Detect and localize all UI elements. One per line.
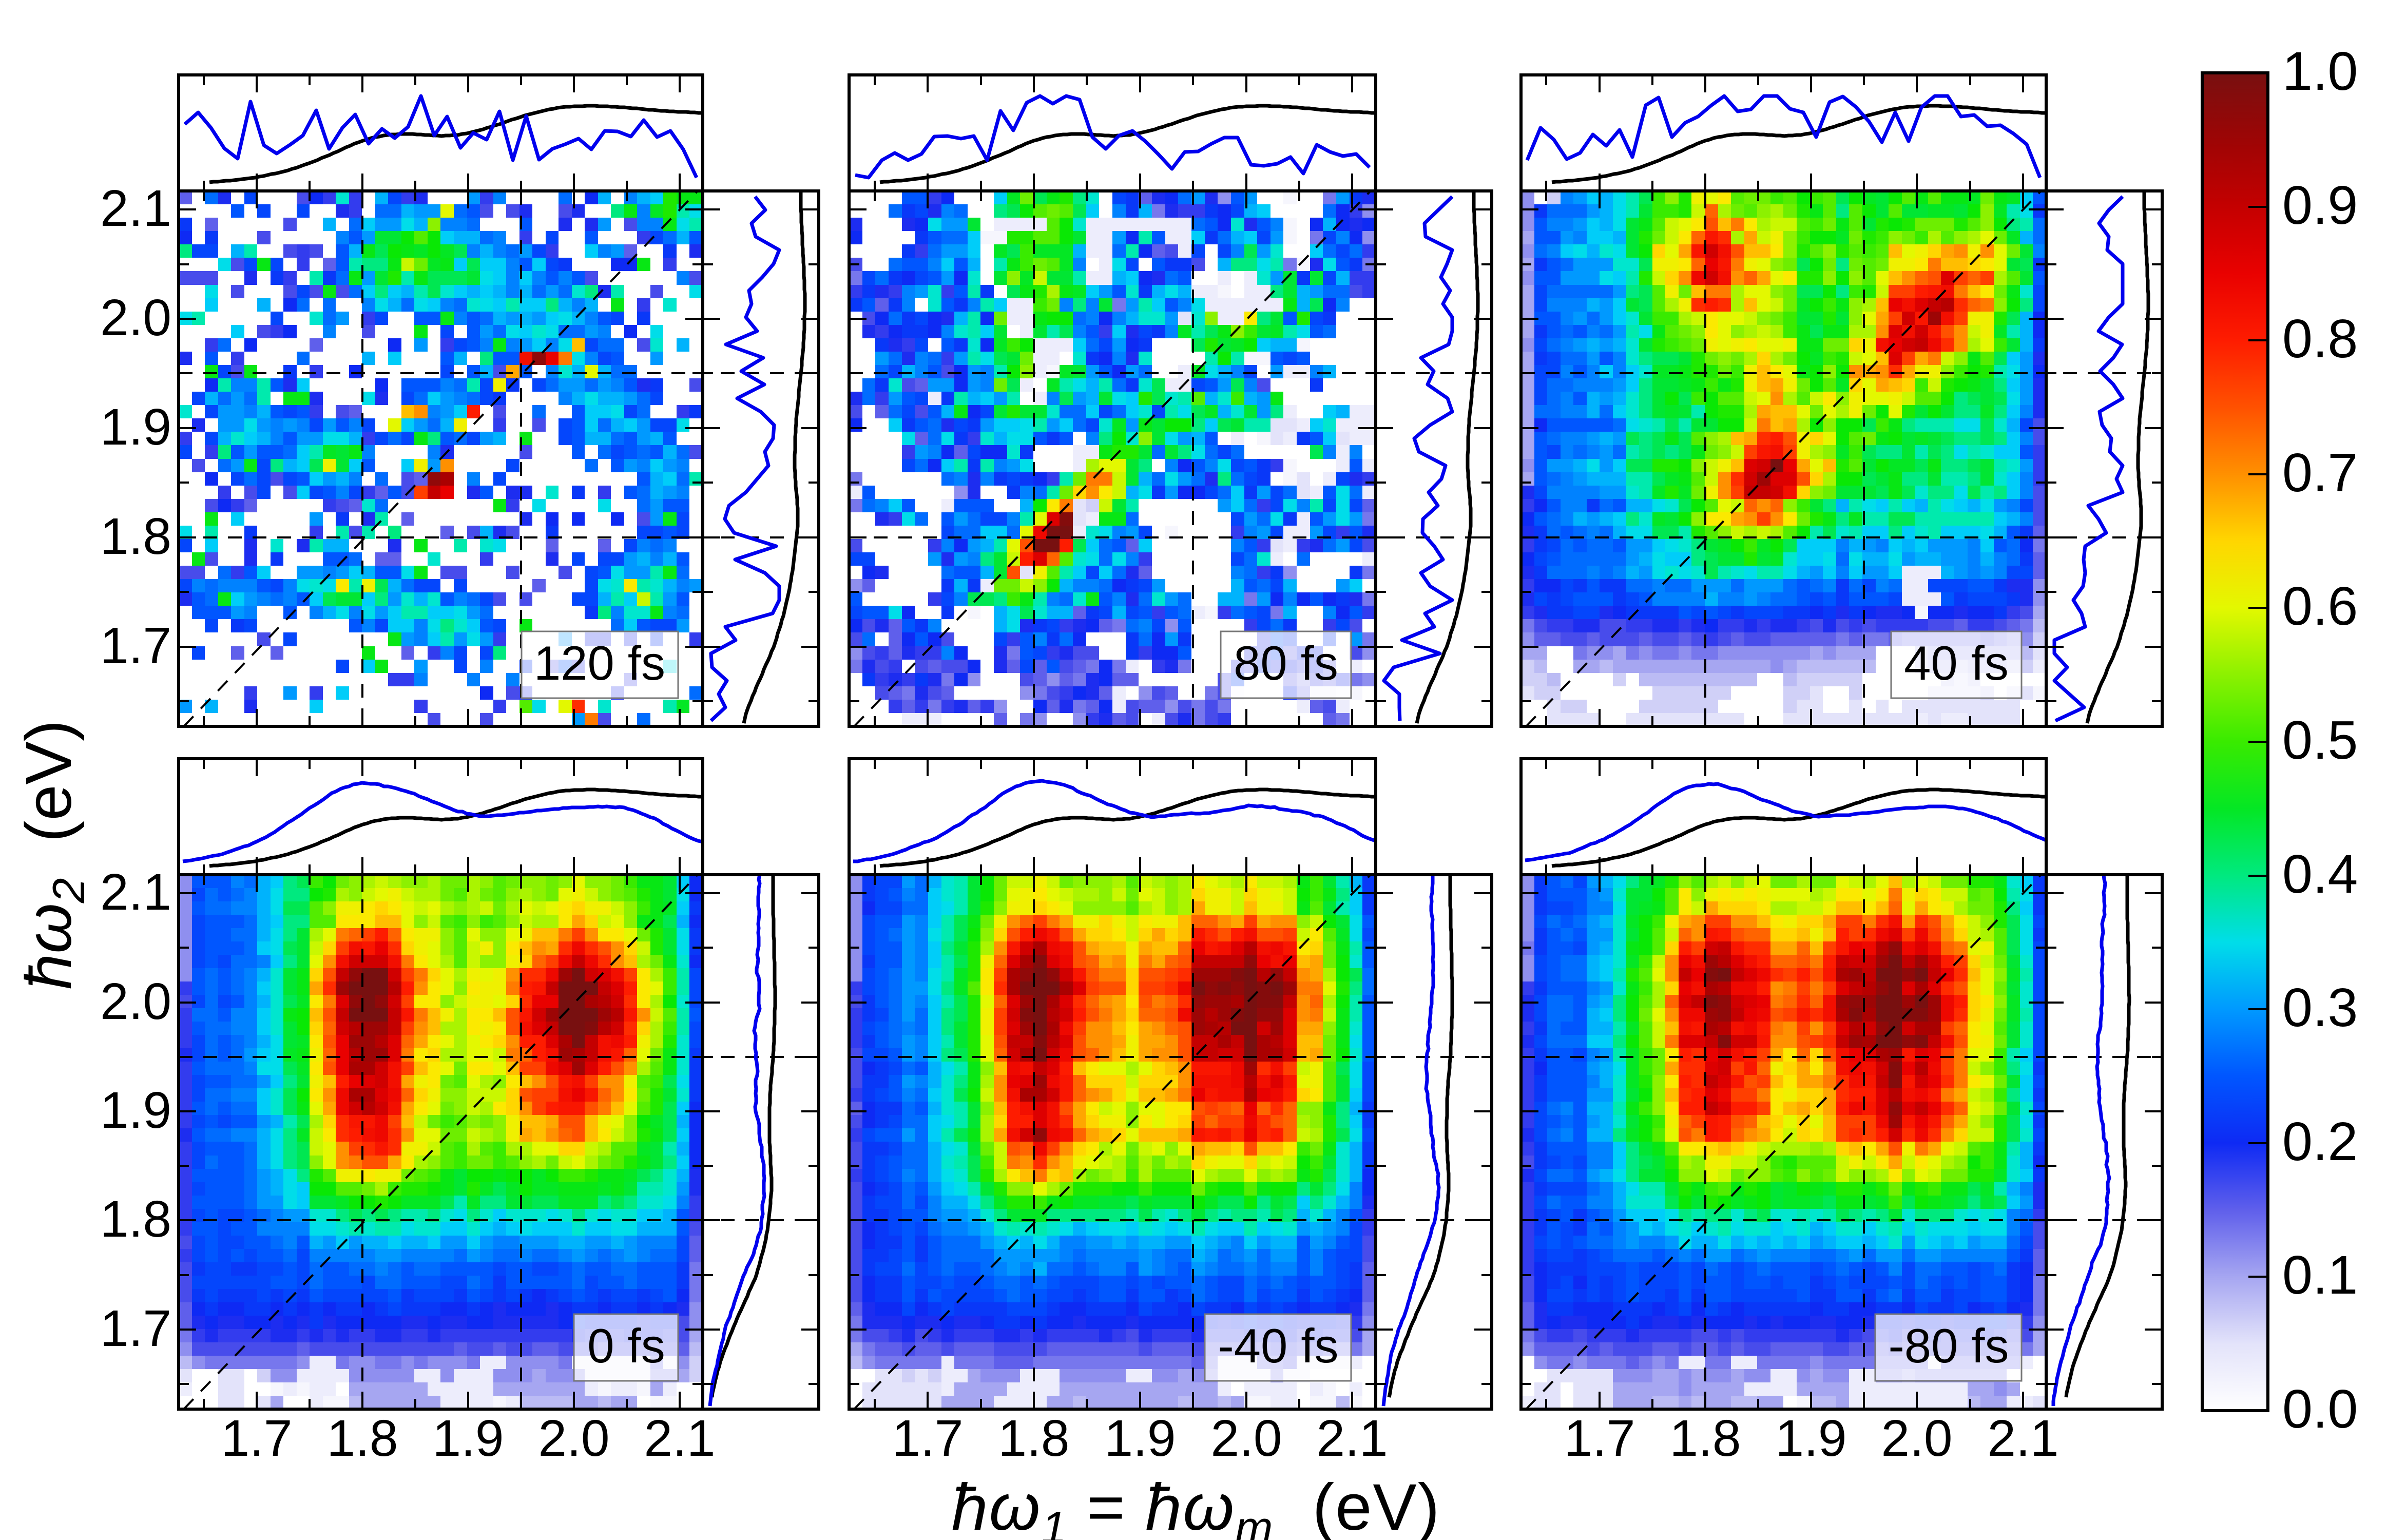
svg-text:0.7: 0.7 bbox=[2282, 442, 2358, 503]
svg-text:1.9: 1.9 bbox=[1775, 1410, 1846, 1467]
svg-text:80 fs: 80 fs bbox=[1234, 636, 1338, 690]
svg-text:0.3: 0.3 bbox=[2282, 977, 2358, 1038]
svg-text:0.1: 0.1 bbox=[2282, 1245, 2358, 1305]
svg-text:-80 fs: -80 fs bbox=[1888, 1319, 2009, 1373]
svg-text:2.0: 2.0 bbox=[100, 289, 171, 346]
svg-text:1.9: 1.9 bbox=[432, 1410, 504, 1467]
svg-text:1.8: 1.8 bbox=[326, 1410, 398, 1467]
svg-text:0.0: 0.0 bbox=[2282, 1379, 2358, 1439]
svg-text:-40 fs: -40 fs bbox=[1218, 1319, 1338, 1373]
svg-text:2.1: 2.1 bbox=[644, 1410, 715, 1467]
svg-text:2.1: 2.1 bbox=[1316, 1410, 1388, 1467]
svg-text:ħω1 = ħωm (eV): ħω1 = ħωm (eV) bbox=[952, 1471, 1441, 1540]
svg-text:ħω2 (eV): ħω2 (eV) bbox=[12, 720, 94, 989]
svg-text:40 fs: 40 fs bbox=[1904, 636, 2009, 690]
svg-text:1.7: 1.7 bbox=[100, 1300, 171, 1357]
svg-text:1.7: 1.7 bbox=[100, 617, 171, 675]
svg-text:1.7: 1.7 bbox=[221, 1410, 292, 1467]
svg-text:0.6: 0.6 bbox=[2282, 576, 2358, 637]
svg-text:1.9: 1.9 bbox=[100, 398, 171, 456]
svg-text:0.5: 0.5 bbox=[2282, 710, 2358, 771]
svg-text:0 fs: 0 fs bbox=[587, 1319, 665, 1373]
svg-text:1.8: 1.8 bbox=[100, 1190, 171, 1248]
svg-text:1.8: 1.8 bbox=[998, 1410, 1069, 1467]
svg-text:2.0: 2.0 bbox=[1881, 1410, 1952, 1467]
svg-text:1.8: 1.8 bbox=[1669, 1410, 1741, 1467]
svg-text:0.2: 0.2 bbox=[2282, 1111, 2358, 1172]
svg-text:2.0: 2.0 bbox=[1210, 1410, 1282, 1467]
svg-text:2.1: 2.1 bbox=[100, 863, 171, 921]
svg-text:0.4: 0.4 bbox=[2282, 844, 2358, 904]
svg-text:2.0: 2.0 bbox=[538, 1410, 609, 1467]
svg-text:1.9: 1.9 bbox=[1104, 1410, 1176, 1467]
svg-text:0.9: 0.9 bbox=[2282, 175, 2358, 236]
svg-text:1.0: 1.0 bbox=[2282, 41, 2358, 102]
svg-text:120 fs: 120 fs bbox=[534, 636, 665, 690]
svg-text:1.7: 1.7 bbox=[1564, 1410, 1635, 1467]
svg-text:1.7: 1.7 bbox=[892, 1410, 963, 1467]
svg-text:2.1: 2.1 bbox=[100, 180, 171, 237]
svg-text:1.9: 1.9 bbox=[100, 1082, 171, 1139]
svg-text:2.1: 2.1 bbox=[1987, 1410, 2058, 1467]
svg-text:0.8: 0.8 bbox=[2282, 309, 2358, 369]
svg-text:2.0: 2.0 bbox=[100, 973, 171, 1030]
svg-text:1.8: 1.8 bbox=[100, 508, 171, 565]
